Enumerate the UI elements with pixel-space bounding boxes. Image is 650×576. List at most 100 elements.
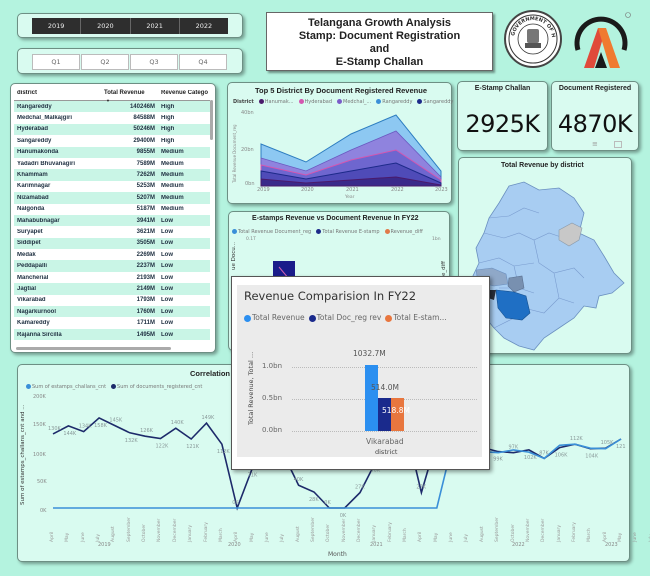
cell-district: Mancherial (17, 274, 49, 281)
cell-district: Hanumakonda (17, 149, 59, 156)
table-vertical-scrollbar[interactable] (210, 100, 213, 140)
focus-mode-icon[interactable] (614, 141, 622, 148)
svg-text:145K: 145K (109, 417, 123, 423)
month-tick: August (111, 526, 117, 542)
table-horizontal-scrollbar[interactable] (16, 347, 171, 350)
legend-item[interactable]: Sum of estamps_challans_cnt (26, 384, 106, 390)
quarter-q1-button[interactable]: Q1 (32, 54, 80, 70)
legend-item[interactable]: Hanumak... (258, 99, 294, 105)
sort-descending-icon: ▼ (106, 98, 110, 103)
year-2019-button[interactable]: 2019 (32, 18, 82, 34)
cell-total-revenue: 5207M (136, 194, 155, 201)
table-row[interactable]: Vikarabad 1793M Low (14, 294, 210, 307)
cell-revenue-category: Low (161, 285, 173, 292)
year-2020-button[interactable]: 2020 (81, 18, 131, 34)
cell-total-revenue: 1495M (136, 331, 155, 338)
month-tick: May (433, 532, 439, 542)
series-line[interactable] (53, 438, 622, 509)
table-row[interactable]: Kamareddy 1711M Low (14, 317, 210, 329)
tooltip-legend: Total Revenue Total Doc_reg rev Total E-… (244, 313, 447, 322)
top5-district-area-chart: Top 5 District By Document Registered Re… (227, 82, 453, 204)
svg-text:149K: 149K (202, 415, 216, 421)
x-axis-label: Month (328, 551, 347, 558)
legend-item[interactable]: Total Revenue E-stamp (316, 229, 380, 235)
cell-revenue-category: Low (161, 228, 173, 235)
y-tick: 40bn (241, 110, 254, 116)
kpi-card-document-registered: Document Registered 4870K ≡ (551, 81, 639, 151)
quarter-q3-button[interactable]: Q3 (130, 54, 178, 70)
y-axis-label-right: e_diff (441, 261, 447, 276)
cell-revenue-category: High (161, 103, 175, 110)
title-line-1: Telangana Growth Analysis (307, 17, 452, 29)
table-row[interactable]: Medchal_Malkajgiri 84588M High (14, 112, 210, 124)
svg-text:134K: 134K (79, 424, 93, 430)
month-tick: February (387, 522, 393, 542)
month-tick: July (96, 533, 102, 542)
table-row[interactable]: Medak 2269M Low (14, 249, 210, 261)
year-2021-button[interactable]: 2021 (130, 18, 180, 34)
month-tick: April (234, 531, 240, 542)
table-row[interactable]: Mahabubnagar 3941M Low (14, 214, 210, 227)
svg-text:0K: 0K (324, 500, 331, 506)
year-label: 2019 (98, 542, 111, 548)
table-row[interactable]: Rajanna Sircilla 1495M Low (14, 328, 210, 341)
svg-text:27K: 27K (355, 485, 365, 491)
table-row[interactable]: Suryapet 3621M Low (14, 226, 210, 238)
quarter-q2-button[interactable]: Q2 (81, 54, 129, 70)
gridline (292, 431, 477, 432)
x-axis-label: district (375, 448, 398, 456)
quarter-q4-button[interactable]: Q4 (179, 54, 227, 70)
month-tick: June (264, 532, 270, 542)
table-header: district Total Revenue ▼ Revenue Catego (14, 86, 210, 103)
legend-item: Total E-stam... (385, 313, 447, 322)
telangana-map[interactable] (464, 178, 629, 353)
table-row[interactable]: Siddipet 3505M Low (14, 237, 210, 250)
legend-item[interactable]: Sangareddy (417, 99, 453, 105)
month-tick: January (188, 524, 194, 542)
table-row[interactable]: Khammam 7262M Medium (14, 169, 210, 181)
table-row[interactable]: Nalgonda 5187M Medium (14, 203, 210, 215)
column-header-district[interactable]: district (17, 90, 38, 96)
table-row[interactable]: Hanumakonda 9855M Medium (14, 146, 210, 158)
cell-total-revenue: 5253M (136, 183, 155, 190)
legend-item[interactable]: Revenue_diff (384, 229, 423, 235)
svg-text:97K: 97K (509, 445, 519, 451)
cell-total-revenue: 29400M (133, 137, 155, 144)
cell-revenue-category: Low (161, 263, 173, 270)
table-row[interactable]: Karimnagar 5253M Medium (14, 180, 210, 193)
table-row[interactable]: Jagtial 2149M Low (14, 283, 210, 295)
table-row[interactable]: Nizamabad 5207M Medium (14, 192, 210, 204)
legend-item[interactable]: Hyderabad (298, 99, 332, 105)
y-right-tick: 1bn (432, 237, 441, 242)
year-2022-button[interactable]: 2022 (179, 18, 228, 34)
x-category-label: Vikarabad (366, 437, 404, 446)
legend-item[interactable]: Sum of documents_registered_cnt (111, 384, 202, 390)
table-row[interactable]: Yadadri Bhuvanagiri 7589M Medium (14, 157, 210, 170)
cell-total-revenue: 3941M (136, 217, 155, 224)
table-row[interactable]: Hyderabad 50246M High (14, 123, 210, 136)
month-tick: October (510, 523, 516, 542)
svg-text:144K: 144K (63, 431, 77, 437)
table-row[interactable]: Nagarkurnool 1760M Low (14, 306, 210, 318)
y-tick: 0.0bn (262, 426, 283, 434)
month-tick: November (525, 518, 531, 542)
column-header-total-revenue[interactable]: Total Revenue ▼ (104, 90, 145, 103)
area-chart-plot (260, 114, 442, 187)
legend-item[interactable]: Medchal_... (337, 99, 371, 105)
legend-item[interactable]: Total Revenue Document_reg (232, 229, 311, 235)
table-row[interactable]: Mancherial 2193M Low (14, 271, 210, 284)
cell-total-revenue: 50246M (133, 126, 155, 133)
chart-legend: Sum of estamps_challans_cnt Sum of docum… (26, 384, 202, 390)
cell-total-revenue: 84588M (133, 115, 155, 122)
legend-item[interactable]: Rangareddy (376, 99, 412, 105)
kpi-value: 2925K (465, 110, 540, 138)
table-row[interactable]: Sangareddy 29400M High (14, 135, 210, 147)
column-header-revenue-category[interactable]: Revenue Catego (161, 90, 209, 96)
filter-icon[interactable]: ≡ (592, 140, 598, 148)
kpi-label: Document Registered (558, 85, 632, 92)
cell-revenue-category: Medium (161, 194, 184, 201)
table-row[interactable]: Rangareddy 140246M High (14, 101, 210, 113)
quarter-slicer: Q1 Q2 Q3 Q4 (17, 48, 243, 74)
table-row[interactable]: Peddapalli 2237M Low (14, 260, 210, 272)
svg-text:105K: 105K (601, 440, 615, 446)
